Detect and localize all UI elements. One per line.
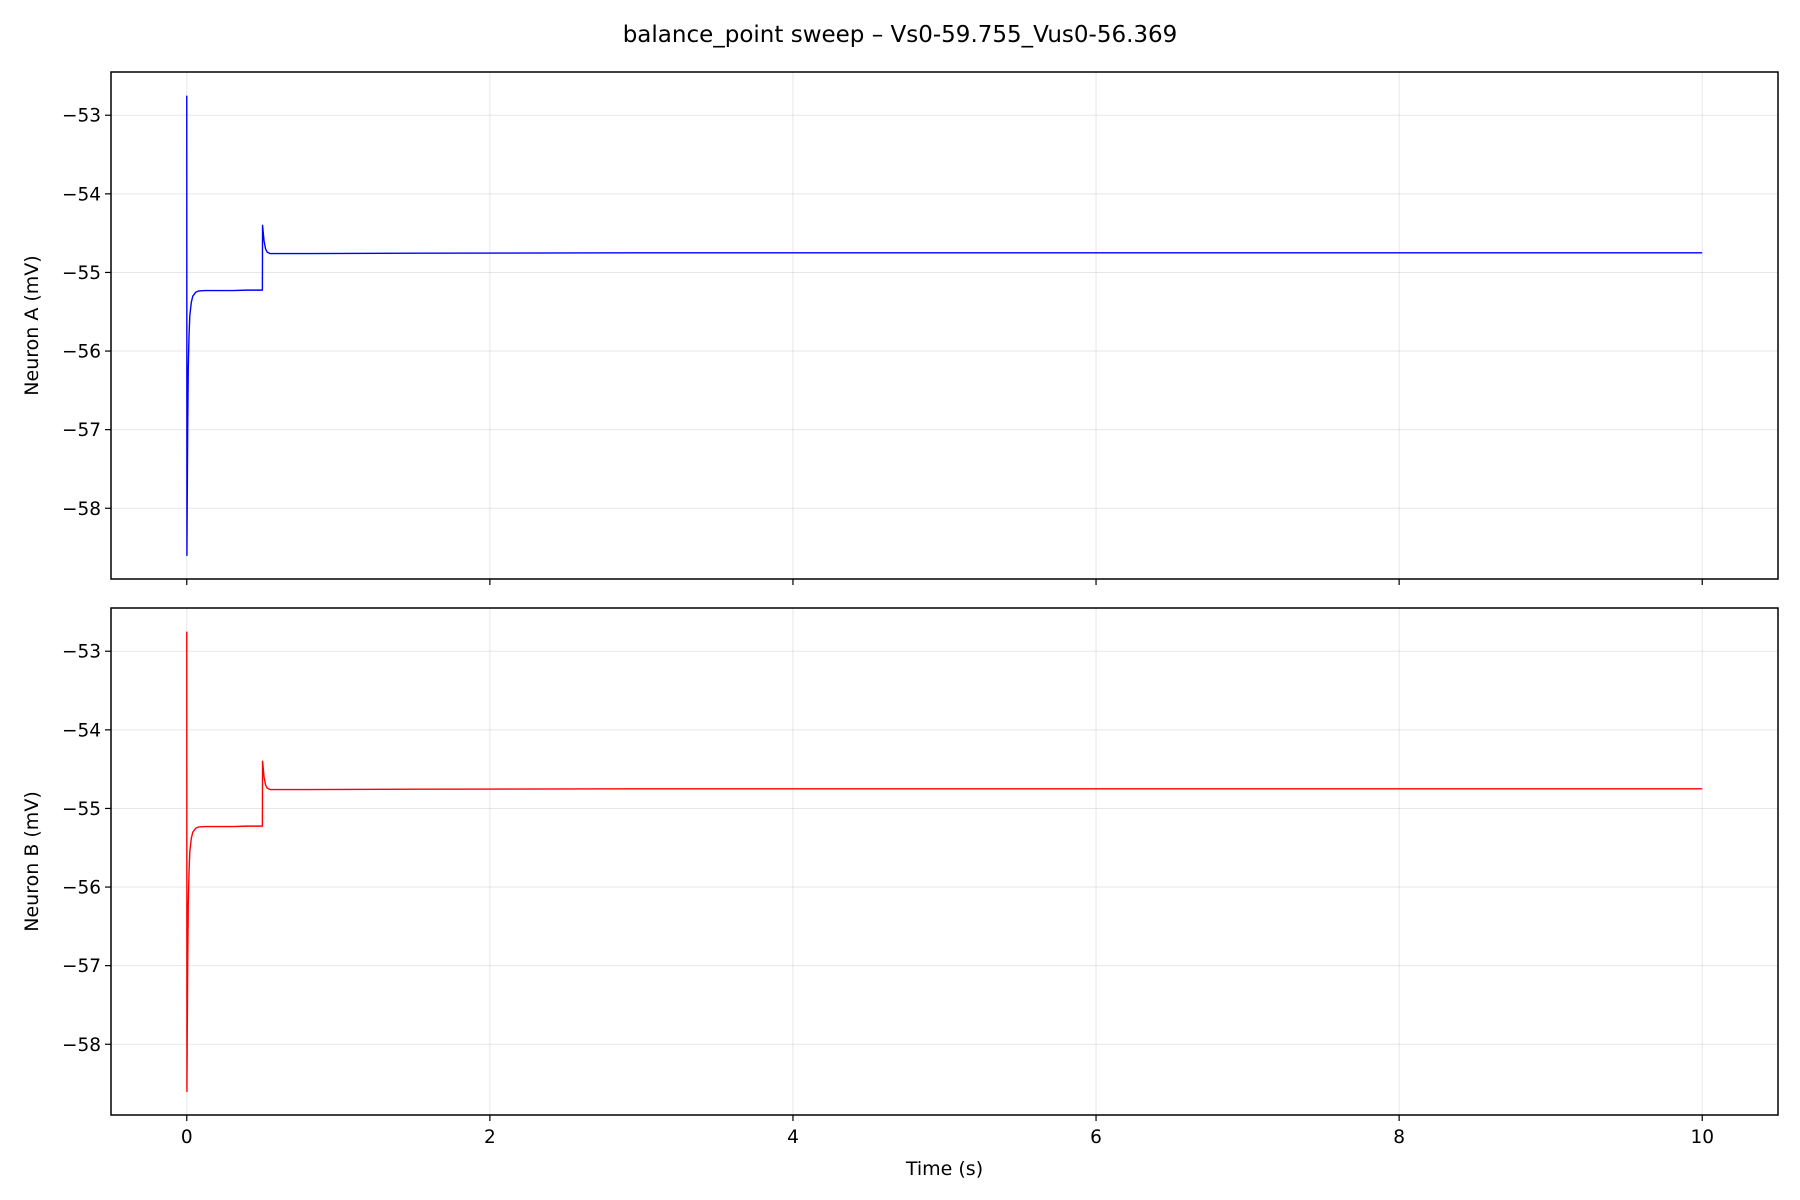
x-axis-label: Time (s) — [905, 1158, 983, 1180]
x-tick-label: 6 — [1090, 1127, 1102, 1148]
neuron-a-y-tick-label: −53 — [62, 106, 101, 127]
chart-title: balance_point sweep – Vs0-59.755_Vus0-56… — [623, 22, 1178, 48]
x-tick-label: 0 — [181, 1127, 193, 1148]
neuron-a-y-axis-label: Neuron A (mV) — [21, 255, 43, 395]
neuron-a-axes-frame — [110, 71, 1779, 580]
neuron-a-panel: −53 −54 −55 −56 −57 −58 Neuron A (mV) — [21, 71, 1779, 585]
neuron-a-y-tick-label: −54 — [62, 184, 101, 205]
neuron-b-panel: 0 2 4 6 8 10 −53 −54 −55 −56 −57 −58 Neuron B (mV) — [21, 607, 1779, 1148]
neuron-b-y-tick-label: −57 — [62, 956, 101, 977]
neuron-b-axes-frame — [110, 607, 1779, 1116]
neuron-a-y-tick-label: −58 — [62, 499, 101, 520]
x-tick-label: 10 — [1690, 1127, 1714, 1148]
neuron-a-y-tick-label: −57 — [62, 420, 101, 441]
neuron-a-y-tick-label: −56 — [62, 342, 101, 363]
neuron-b-y-tick-label: −53 — [62, 642, 101, 663]
neuron-b-y-tick-label: −58 — [62, 1035, 101, 1056]
neuron-a-y-tick-label: −55 — [62, 263, 101, 284]
x-tick-label: 4 — [787, 1127, 799, 1148]
neuron-b-y-tick-label: −54 — [62, 720, 101, 741]
neuron-b-y-tick-label: −56 — [62, 878, 101, 899]
neuron-b-series-line — [186, 631, 1703, 1093]
x-tick-label: 8 — [1393, 1127, 1405, 1148]
neuron-a-series-line — [186, 95, 1703, 557]
neuron-b-y-axis-label: Neuron B (mV) — [21, 791, 43, 931]
neuron-b-y-tick-label: −55 — [62, 799, 101, 820]
x-tick-label: 2 — [484, 1127, 496, 1148]
